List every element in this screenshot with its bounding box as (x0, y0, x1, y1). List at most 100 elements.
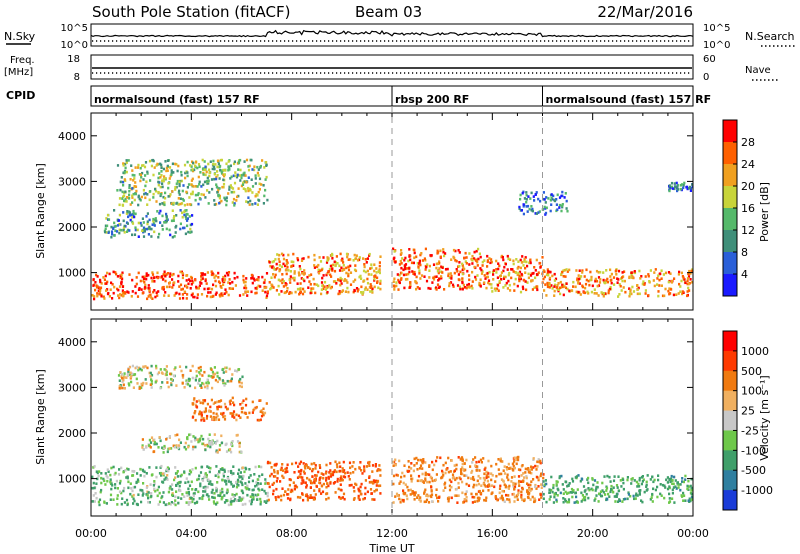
heatmap-cell (343, 279, 346, 283)
heatmap-cell (407, 272, 410, 276)
heatmap-cell (522, 472, 525, 475)
heatmap-cell (96, 477, 99, 481)
heatmap-cell (541, 256, 544, 259)
heatmap-cell (260, 414, 264, 418)
heatmap-cell (584, 498, 587, 502)
heatmap-cell (221, 278, 224, 281)
heatmap-cell (288, 483, 291, 487)
heatmap-cell (440, 265, 443, 269)
heatmap-cell (524, 280, 527, 283)
heatmap-cell (519, 480, 522, 483)
heatmap-cell (572, 490, 575, 494)
heatmap-cell (138, 386, 141, 390)
heatmap-cell (259, 399, 262, 402)
heatmap-cell (174, 503, 177, 507)
heatmap-cell (379, 468, 382, 472)
heatmap-cell (624, 497, 627, 501)
heatmap-cell (187, 503, 190, 506)
heatmap-cell (431, 460, 434, 464)
heatmap-cell (688, 497, 691, 501)
heatmap-cell (534, 276, 537, 280)
heatmap-cell (311, 469, 314, 473)
heatmap-cell (490, 464, 493, 468)
heatmap-cell (178, 438, 181, 442)
heatmap-cell (171, 235, 174, 239)
heatmap-cell (450, 277, 453, 280)
heatmap-cell (95, 482, 98, 485)
heatmap-cell (282, 253, 285, 257)
heatmap-cell (355, 287, 359, 290)
heatmap-cell (306, 476, 309, 480)
heatmap-cell (230, 503, 233, 506)
heatmap-cell (252, 496, 255, 499)
heatmap-cell (542, 497, 545, 500)
heatmap-cell (640, 476, 644, 479)
heatmap-cell (435, 266, 438, 270)
heatmap-cell (198, 410, 201, 414)
heatmap-cell (398, 482, 401, 485)
heatmap-cell (638, 485, 641, 488)
heatmap-cell (204, 472, 207, 475)
heatmap-cell (223, 292, 226, 295)
heatmap-cell (518, 205, 521, 209)
heatmap-cell (264, 290, 267, 294)
heatmap-cell (581, 478, 584, 481)
heatmap-cell (442, 248, 445, 251)
heatmap-cell (183, 210, 186, 213)
colorbar-tick-label: 16 (741, 202, 755, 215)
heatmap-cell (236, 433, 239, 437)
heatmap-cell (269, 264, 272, 268)
heatmap-cell (190, 293, 193, 297)
heatmap-cell (618, 498, 621, 501)
heatmap-cell (530, 471, 533, 475)
heatmap-cell (689, 278, 692, 281)
heatmap-cell (358, 256, 361, 259)
heatmap-cell (231, 440, 234, 443)
heatmap-cell (689, 484, 692, 488)
heatmap-cell (686, 484, 689, 488)
heatmap-cell (594, 277, 597, 281)
heatmap-cell (105, 217, 108, 220)
heatmap-cell (549, 198, 552, 202)
heatmap-cell (152, 196, 155, 199)
heatmap-cell (255, 481, 258, 484)
heatmap-cell (526, 210, 529, 213)
heatmap-cell (201, 497, 204, 501)
heatmap-cell (453, 464, 456, 467)
heatmap-cell (279, 279, 282, 283)
heatmap-cell (209, 443, 212, 446)
heatmap-cell (379, 255, 382, 258)
heatmap-cell (548, 498, 551, 501)
heatmap-cell (517, 468, 521, 471)
heatmap-cell (281, 273, 284, 276)
heatmap-cell (194, 164, 197, 168)
heatmap-cell (453, 271, 456, 275)
heatmap-cell (141, 171, 144, 175)
heatmap-cell (110, 235, 113, 239)
heatmap-cell (247, 189, 250, 193)
heatmap-cell (160, 275, 163, 278)
heatmap-cell (564, 286, 568, 290)
heatmap-cell (608, 475, 611, 479)
heatmap-cell (203, 168, 206, 172)
heatmap-cell (397, 288, 400, 291)
heatmap-cell (198, 165, 201, 169)
heatmap-cell (691, 183, 693, 186)
heatmap-cell (506, 254, 509, 258)
heatmap-cell (576, 277, 579, 280)
heatmap-cell (527, 492, 530, 496)
heatmap-cell (184, 481, 187, 484)
heatmap-cell (237, 499, 240, 502)
heatmap-cell (681, 275, 684, 278)
heatmap-cell (418, 467, 422, 470)
heatmap-cell (241, 183, 245, 186)
heatmap-cell (225, 482, 228, 486)
heatmap-cell (206, 465, 209, 468)
heatmap-cell (118, 490, 122, 494)
heatmap-cell (248, 488, 251, 491)
heatmap-cell (528, 468, 531, 472)
heatmap-cell (241, 466, 244, 469)
heatmap-cell (373, 498, 376, 501)
heatmap-cell (612, 490, 615, 494)
heatmap-cell (164, 279, 167, 283)
